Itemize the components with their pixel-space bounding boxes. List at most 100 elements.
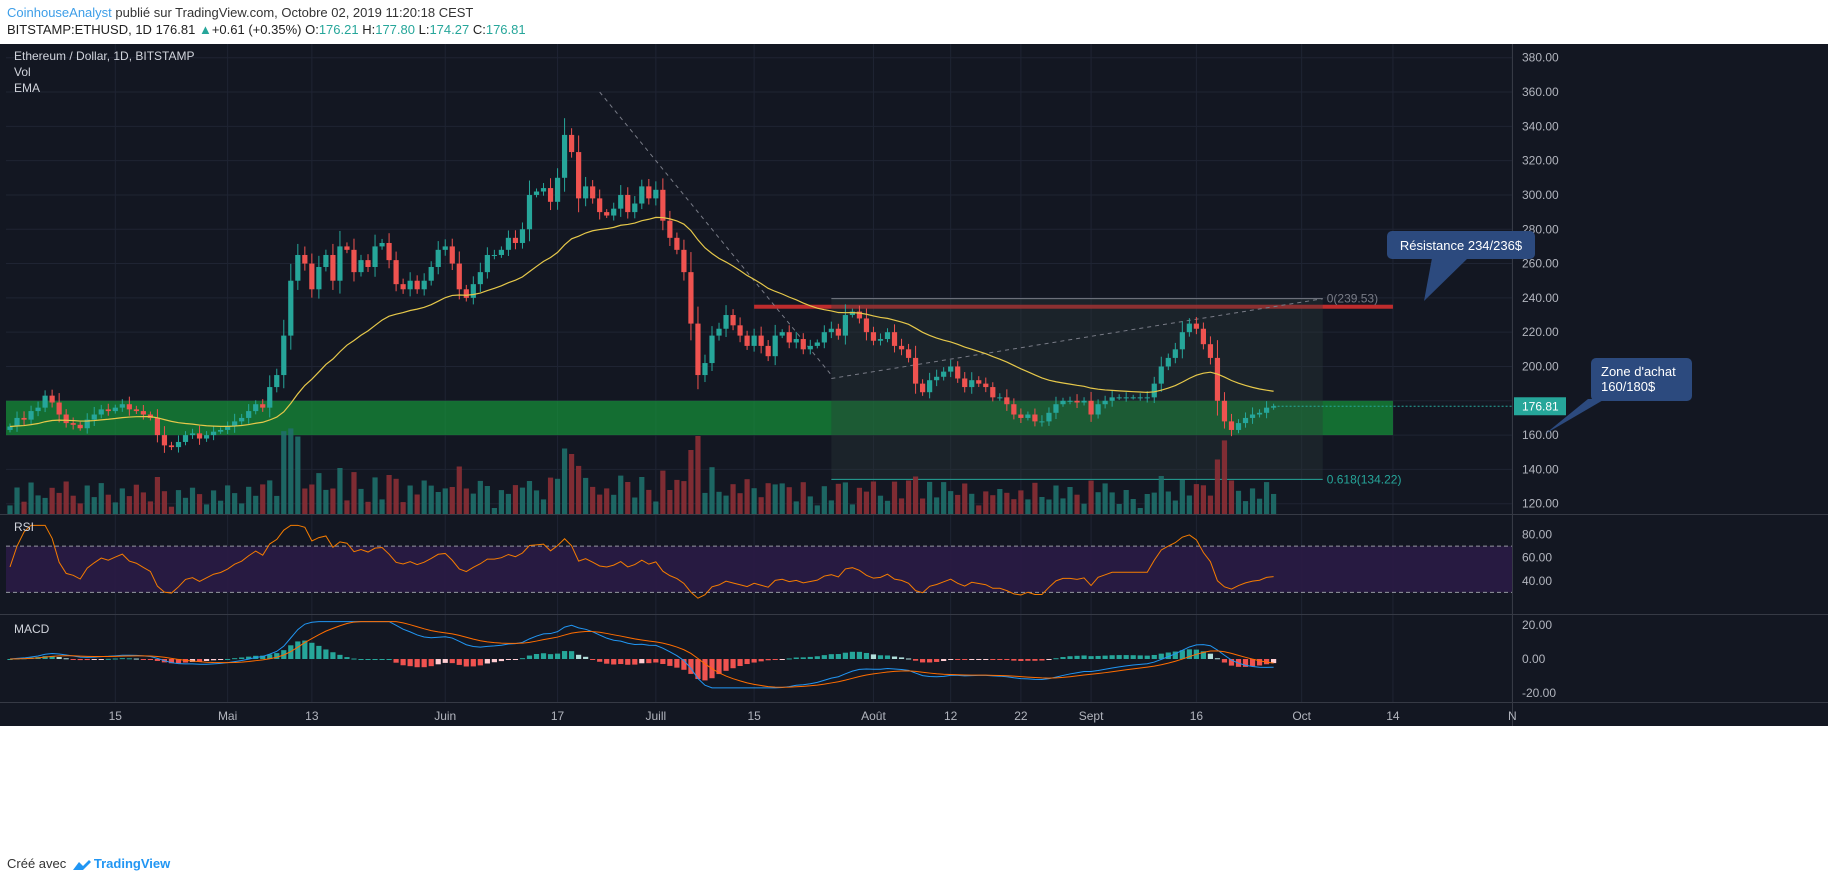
candle [119, 404, 125, 408]
macd-bar [400, 659, 406, 666]
resistance-zone [754, 304, 1393, 309]
candle [175, 441, 182, 448]
candle [1151, 383, 1157, 398]
candle [288, 280, 294, 336]
macd-bar [1102, 655, 1108, 659]
volume-bar [688, 450, 694, 514]
price-tick-label: 140.00 [1522, 462, 1559, 476]
volume-bar [1130, 499, 1136, 514]
macd-bar [554, 653, 561, 659]
macd-bar [1158, 653, 1164, 659]
volume-bar [1067, 487, 1073, 514]
candle [1158, 366, 1164, 384]
candle [561, 134, 568, 178]
candle [1032, 414, 1038, 422]
macd-bar [849, 651, 855, 659]
author-link[interactable]: CoinhouseAnalyst [7, 5, 112, 20]
volume-bar [210, 490, 217, 514]
candle [554, 177, 561, 202]
volume-bar [1165, 491, 1171, 514]
volume-bar [1242, 501, 1249, 514]
macd-bar [955, 659, 961, 660]
candle [400, 284, 406, 290]
volume-bar [969, 493, 975, 514]
candle [1235, 423, 1242, 430]
fib-box [831, 298, 1323, 480]
rsi-title: RSI [14, 520, 34, 534]
volume-bar [723, 495, 729, 514]
volume-bar [477, 480, 483, 514]
rsi-tick-label: 40.00 [1522, 574, 1552, 588]
signal-line [9, 621, 1274, 688]
macd-bar [1249, 659, 1256, 667]
volume-bar [42, 497, 48, 514]
candle [203, 435, 210, 439]
macd-bar [660, 659, 666, 665]
change-up-icon: ▲ [198, 22, 212, 37]
candle [927, 380, 933, 393]
candle [98, 409, 104, 415]
volume-bar [856, 487, 863, 514]
volume-bar [449, 487, 455, 514]
macd-bar [547, 654, 554, 659]
candle [611, 208, 617, 216]
last-price-badge [1514, 397, 1566, 416]
macd-bar [814, 656, 820, 659]
macd-bar [365, 659, 371, 660]
candle [625, 194, 631, 213]
price-tick-label: 260.00 [1522, 257, 1559, 271]
candle [744, 335, 750, 346]
candle [1172, 349, 1178, 358]
candle [140, 411, 146, 415]
date-tick-label: Août [861, 709, 886, 723]
volume-bar [105, 494, 111, 514]
volume-bar [1011, 499, 1017, 514]
date-tick-label: Juin [434, 709, 456, 723]
candle [316, 266, 322, 290]
volume-bar [1144, 494, 1150, 514]
macd-bar [569, 651, 575, 659]
volume-bar [983, 491, 989, 514]
macd-bar [821, 655, 827, 659]
macd-bar [1186, 649, 1192, 659]
price-chart[interactable]: 0(239.53)0.618(134.22)176.81120.00140.00… [0, 44, 1828, 850]
macd-bar [210, 659, 217, 661]
candle [133, 409, 139, 412]
volume-bar [1249, 488, 1256, 514]
volume-bar [330, 488, 336, 514]
candle [1074, 400, 1080, 403]
candle [1081, 400, 1087, 403]
created-with: Créé avec [7, 856, 67, 871]
candle [210, 431, 217, 436]
macd-bar [98, 659, 104, 660]
tradingview-brand[interactable]: TradingView [93, 856, 171, 871]
candle [1249, 414, 1256, 418]
high-label: H: [362, 22, 376, 37]
volume-bar [576, 465, 582, 514]
macd-bar [737, 659, 743, 666]
volume-bar [442, 488, 448, 514]
candle [983, 383, 989, 388]
candle [407, 280, 413, 290]
volume-bar [147, 501, 153, 514]
high-value: 177.80 [375, 22, 415, 37]
volume-bar [119, 488, 125, 514]
volume-bar [1172, 500, 1178, 514]
volume-bar [744, 479, 750, 514]
macd-bar [1123, 655, 1129, 659]
candle [604, 212, 610, 216]
volume-bar [1207, 495, 1214, 514]
macd-bar [414, 659, 420, 668]
volume-bar [1263, 482, 1270, 514]
volume-bar [681, 481, 687, 514]
volume-bar [323, 489, 329, 514]
volume-bar [421, 480, 427, 514]
candle [1011, 404, 1017, 415]
volume-bar [877, 495, 884, 514]
macd-bar [835, 654, 841, 659]
candle [309, 263, 315, 290]
date-tick-label: 12 [944, 709, 958, 723]
volume-bar [484, 486, 490, 514]
candle [295, 254, 301, 281]
macd-bar [477, 659, 483, 666]
